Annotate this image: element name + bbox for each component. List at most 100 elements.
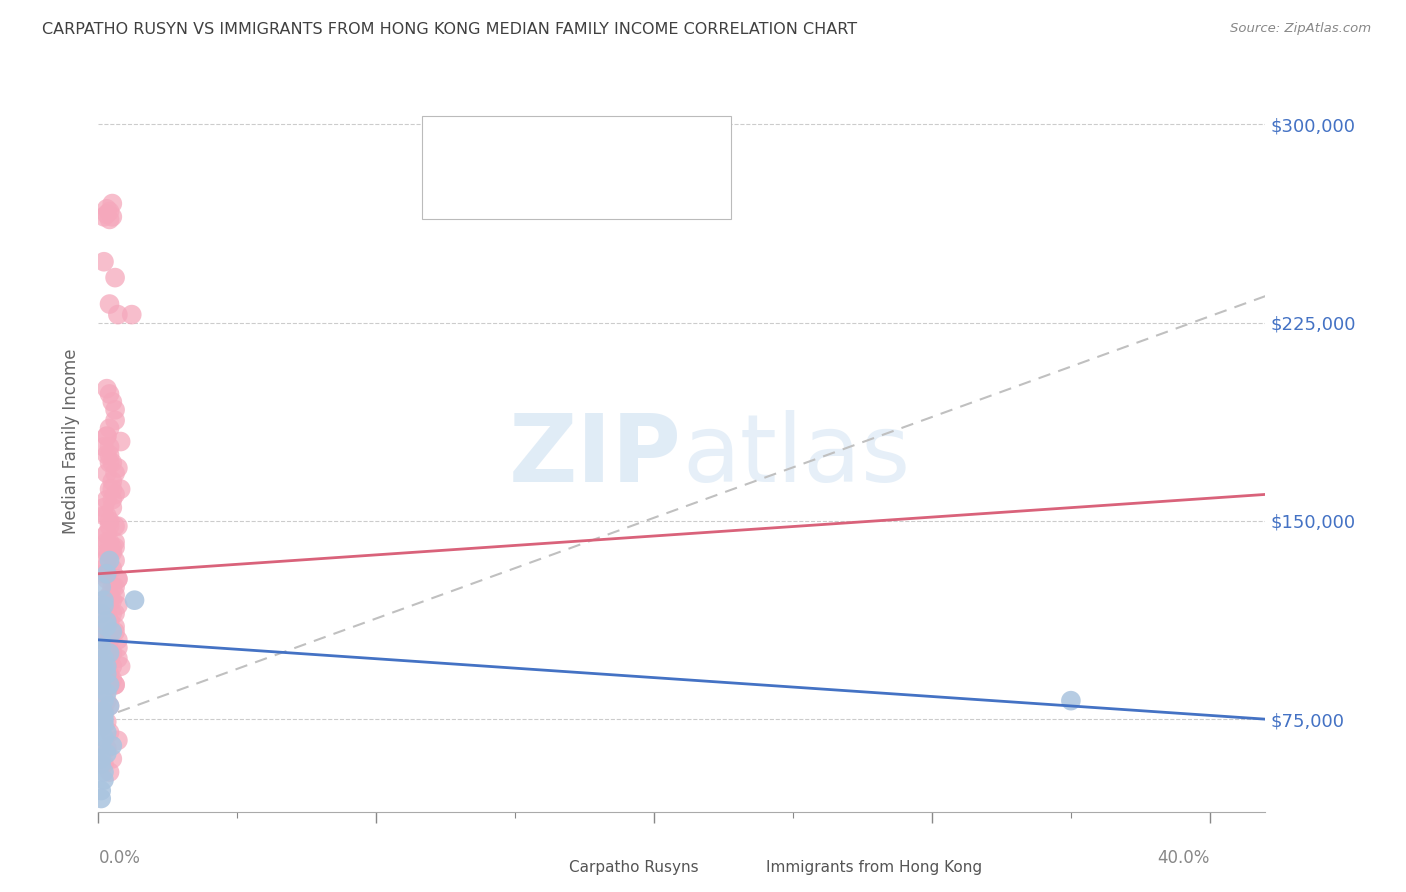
- Point: [93, 500, 115, 515]
- Point: [101, 593, 124, 607]
- Point: [101, 546, 124, 560]
- Point: [96, 741, 118, 756]
- Text: atlas: atlas: [682, 410, 910, 502]
- Point: [90, 757, 112, 772]
- Point: [98, 725, 121, 739]
- Point: [98, 698, 121, 713]
- Point: [96, 615, 118, 629]
- Text: 40.0%: 40.0%: [1157, 849, 1209, 867]
- Point: [101, 456, 124, 470]
- Point: [101, 492, 124, 507]
- Point: [104, 620, 127, 634]
- Point: [101, 580, 124, 594]
- Point: [98, 440, 121, 454]
- Point: [96, 620, 118, 634]
- Point: [96, 448, 118, 462]
- Point: [124, 593, 146, 607]
- Point: [98, 514, 121, 528]
- Point: [98, 546, 121, 560]
- Point: [104, 541, 127, 555]
- Point: [107, 519, 129, 533]
- Point: [98, 667, 121, 681]
- Point: [101, 395, 124, 409]
- Point: [93, 210, 115, 224]
- Point: [107, 308, 129, 322]
- Point: [101, 196, 124, 211]
- Point: [93, 651, 115, 665]
- Point: [98, 698, 121, 713]
- Point: [104, 678, 127, 692]
- Point: [90, 607, 112, 621]
- Point: [93, 440, 115, 454]
- Point: [96, 667, 118, 681]
- Point: [90, 640, 112, 655]
- Point: [98, 678, 121, 692]
- Point: [96, 667, 118, 681]
- Point: [96, 558, 118, 573]
- Point: [98, 588, 121, 602]
- Point: [98, 646, 121, 660]
- Point: [93, 566, 115, 581]
- Point: [96, 599, 118, 613]
- Point: [90, 739, 112, 753]
- Point: [93, 757, 115, 772]
- Point: [104, 678, 127, 692]
- Point: [93, 717, 115, 731]
- Point: [90, 632, 112, 647]
- Point: [93, 772, 115, 787]
- Point: [98, 678, 121, 692]
- Point: [104, 588, 127, 602]
- Point: [96, 673, 118, 687]
- Point: [93, 659, 115, 673]
- Point: [104, 624, 127, 639]
- Point: [96, 508, 118, 523]
- Point: [96, 659, 118, 673]
- Point: [98, 456, 121, 470]
- Text: Immigrants from Hong Kong: Immigrants from Hong Kong: [766, 860, 983, 874]
- Point: [98, 535, 121, 549]
- Point: [96, 546, 118, 560]
- Point: [96, 527, 118, 541]
- Point: [101, 500, 124, 515]
- Text: Source: ZipAtlas.com: Source: ZipAtlas.com: [1230, 22, 1371, 36]
- Point: [104, 413, 127, 427]
- Point: [96, 667, 118, 681]
- Point: [93, 624, 115, 639]
- Point: [98, 593, 121, 607]
- Point: [98, 482, 121, 496]
- Point: [98, 646, 121, 660]
- Point: [96, 492, 118, 507]
- Point: [96, 607, 118, 621]
- Point: [101, 561, 124, 575]
- Point: [93, 593, 115, 607]
- Point: [104, 467, 127, 481]
- Point: [90, 783, 112, 797]
- Y-axis label: Median Family Income: Median Family Income: [62, 349, 80, 534]
- Point: [107, 572, 129, 586]
- Point: [96, 747, 118, 761]
- Point: [107, 572, 129, 586]
- Point: [96, 725, 118, 739]
- Point: [90, 673, 112, 687]
- Point: [93, 508, 115, 523]
- Point: [98, 387, 121, 401]
- Point: [98, 765, 121, 780]
- Point: [107, 599, 129, 613]
- Point: [98, 421, 121, 435]
- Point: [121, 308, 143, 322]
- Text: R =  0.079   N = 111: R = 0.079 N = 111: [478, 174, 651, 192]
- Point: [93, 704, 115, 718]
- Point: [96, 714, 118, 729]
- Point: [93, 599, 115, 613]
- Text: ZIP: ZIP: [509, 410, 682, 502]
- Point: [98, 297, 121, 311]
- Point: [98, 615, 121, 629]
- Point: [93, 593, 115, 607]
- Point: [93, 686, 115, 700]
- Point: [90, 580, 112, 594]
- Point: [101, 739, 124, 753]
- Point: [90, 678, 112, 692]
- Point: [96, 207, 118, 221]
- Point: [96, 620, 118, 634]
- Point: [110, 434, 132, 449]
